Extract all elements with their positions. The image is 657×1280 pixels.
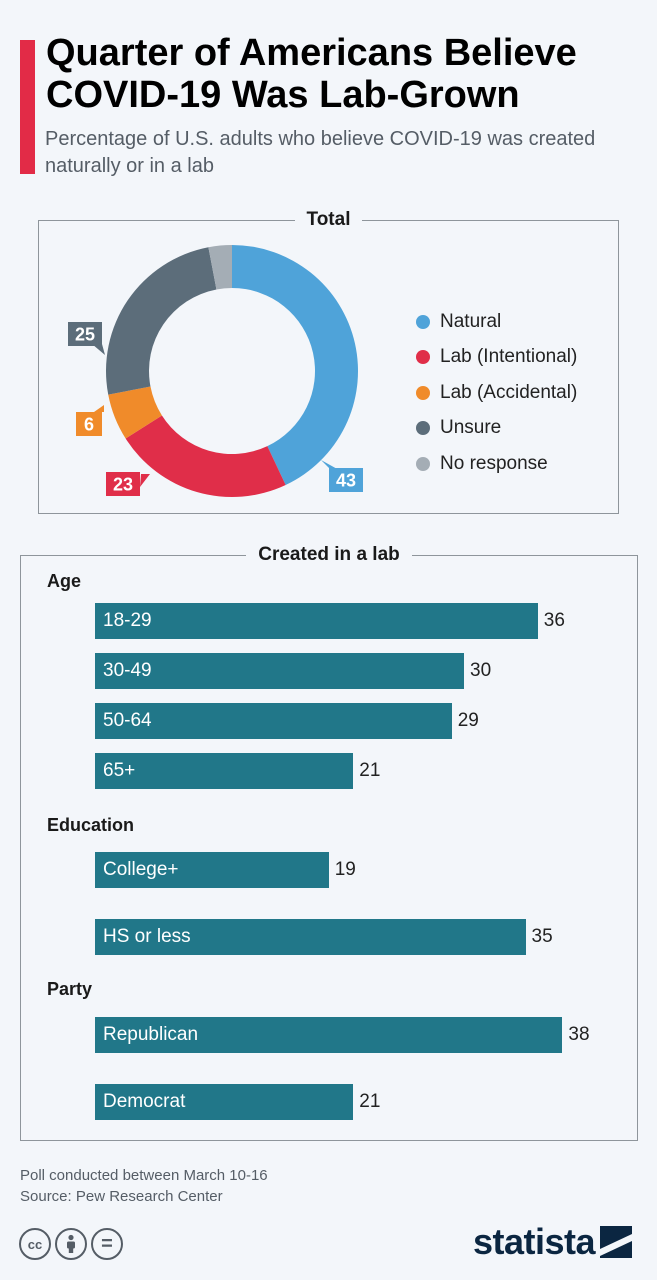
bar: Democrat	[95, 1084, 354, 1120]
title-accent-bar	[20, 40, 35, 174]
brand-name: statista	[473, 1221, 596, 1262]
legend-swatch	[416, 385, 430, 400]
bar-category-label: HS or less	[103, 926, 191, 947]
bar: HS or less	[95, 919, 526, 955]
legend-label: Unsure	[440, 417, 502, 439]
donut-slice-unsure	[106, 247, 217, 395]
bar: 30-49	[95, 653, 464, 689]
bar-category-label: College+	[103, 859, 179, 880]
legend-label: Lab (Accidental)	[440, 381, 578, 403]
bar-value-label: 38	[568, 1024, 590, 1045]
bar-value-label: 30	[470, 660, 492, 681]
svg-text:43: 43	[336, 471, 356, 491]
footer: Poll conducted between March 10-16 Sourc…	[20, 1165, 268, 1207]
bar-category-label: Democrat	[103, 1091, 186, 1112]
bar: 65+	[95, 753, 354, 789]
svg-text:23: 23	[113, 475, 133, 495]
chart-title: Quarter of Americans Believe COVID-19 Wa…	[46, 32, 577, 116]
legend-item: Unsure	[416, 411, 577, 447]
bar: 18-29	[95, 603, 538, 639]
bar: Republican	[95, 1017, 563, 1053]
cc-icon: cc	[19, 1228, 51, 1260]
donut-data-label: 6	[76, 405, 104, 436]
total-panel: Total	[38, 209, 619, 514]
donut-slice-lab-accidental	[108, 386, 162, 439]
bar-value-label: 21	[359, 1091, 381, 1112]
donut-data-label: 23	[106, 472, 150, 496]
bar-value-label: 19	[334, 859, 356, 880]
donut-data-label: 25	[68, 322, 105, 355]
bar: 50-64	[95, 703, 452, 739]
bar-value-label: 35	[531, 926, 553, 947]
donut-slice-no-response	[208, 245, 232, 290]
legend-label: Natural	[440, 310, 502, 332]
bar-category-label: Republican	[103, 1024, 199, 1045]
legend-label: No response	[440, 452, 548, 474]
donut-chart: 43 23 6 25	[68, 245, 363, 497]
legend-label: Lab (Intentional)	[440, 346, 578, 368]
license-icons: cc =	[19, 1228, 123, 1260]
bar-category-label: 18-29	[103, 610, 152, 631]
source-note: Source: Pew Research Center	[20, 1188, 223, 1205]
bar-category-label: 50-64	[103, 710, 152, 731]
chart-subtitle: Percentage of U.S. adults who believe CO…	[45, 128, 596, 177]
lab-panel-title: Created in a lab	[21, 544, 637, 566]
donut-slice-lab-intentional	[125, 415, 286, 497]
bar-value-label: 36	[543, 610, 565, 631]
group-label-party: Party	[47, 979, 93, 999]
svg-text:25: 25	[75, 325, 95, 345]
legend-swatch	[416, 456, 430, 471]
svg-text:6: 6	[84, 415, 94, 435]
brand-mark-icon	[600, 1226, 633, 1258]
no-derivatives-icon: =	[91, 1228, 123, 1260]
legend-swatch	[416, 350, 430, 365]
attribution-icon	[55, 1228, 87, 1260]
legend-item: Lab (Accidental)	[416, 375, 577, 411]
legend-item: Natural	[416, 304, 577, 340]
total-panel-title: Total	[39, 209, 618, 231]
bar: College+	[95, 852, 329, 888]
legend-swatch	[416, 314, 430, 329]
bar-category-label: 65+	[103, 760, 136, 781]
donut-data-label: 43	[321, 460, 363, 492]
group-label-age: Age	[47, 571, 82, 591]
donut-slice-natural	[232, 245, 358, 486]
legend-item: No response	[416, 446, 577, 482]
lab-panel: Created in a lab	[20, 544, 638, 1141]
group-label-education: Education	[47, 815, 135, 835]
bar-value-label: 21	[359, 760, 381, 781]
bar-category-label: 30-49	[103, 660, 152, 681]
legend-item: Lab (Intentional)	[416, 340, 577, 376]
legend-swatch	[416, 421, 430, 436]
bar-value-label: 29	[457, 710, 479, 731]
statista-logo[interactable]: statista	[473, 1221, 633, 1262]
poll-note: Poll conducted between March 10-16	[20, 1167, 268, 1184]
donut-legend: Natural Lab (Intentional) Lab (Accidental)…	[416, 304, 577, 482]
